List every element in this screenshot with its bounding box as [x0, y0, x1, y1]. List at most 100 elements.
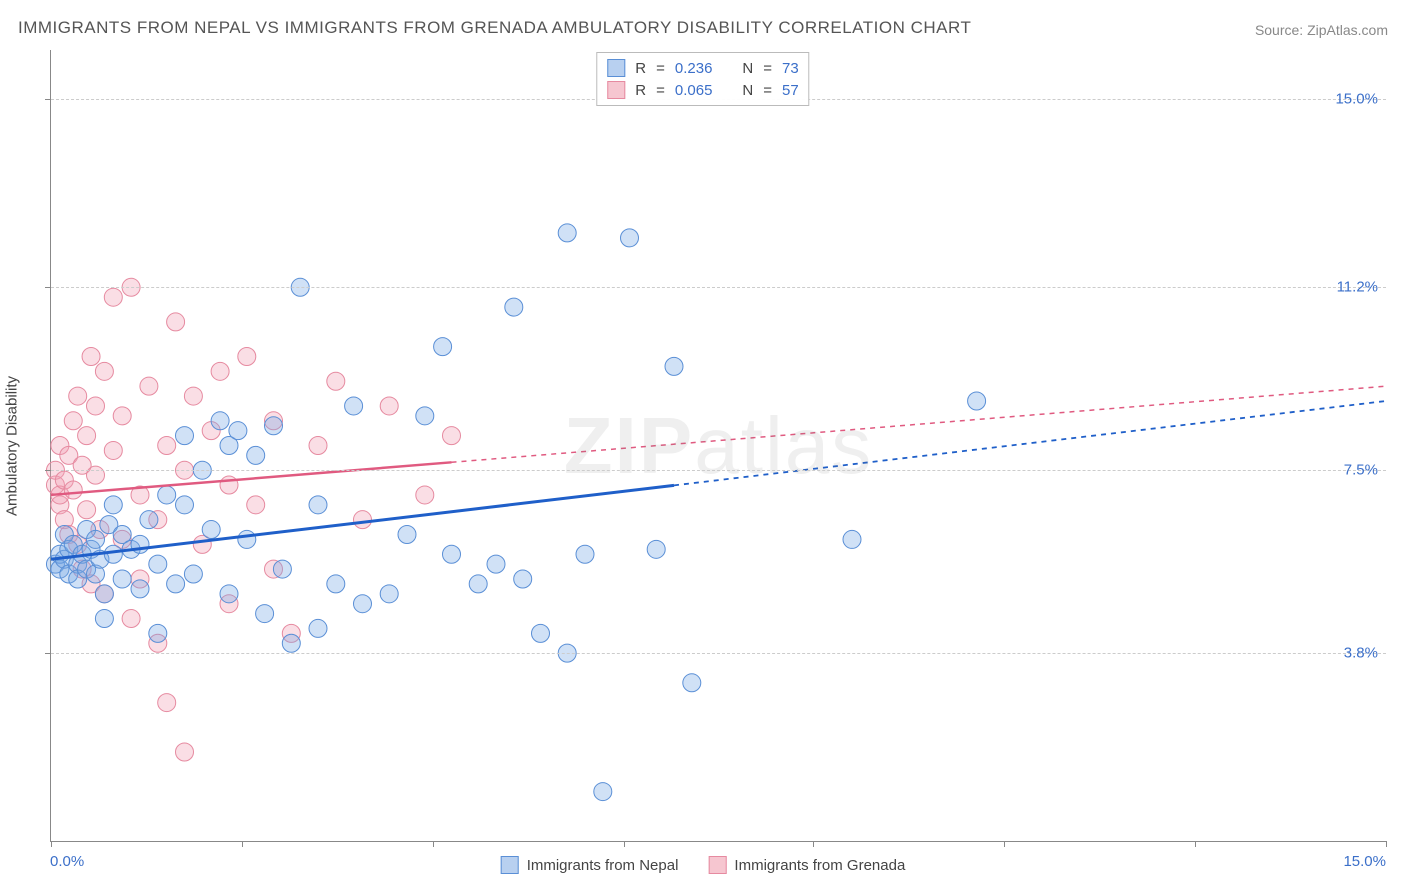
scatter-point: [158, 694, 176, 712]
scatter-point: [238, 348, 256, 366]
scatter-point: [532, 624, 550, 642]
trend-line-dashed: [452, 386, 1387, 462]
scatter-point: [78, 427, 96, 445]
scatter-point: [140, 377, 158, 395]
scatter-point: [576, 545, 594, 563]
scatter-point: [398, 525, 416, 543]
scatter-point: [487, 555, 505, 573]
scatter-point: [202, 521, 220, 539]
scatter-point: [229, 422, 247, 440]
scatter-point: [309, 437, 327, 455]
swatch-grenada-icon: [708, 856, 726, 874]
scatter-point: [131, 580, 149, 598]
chart-container: IMMIGRANTS FROM NEPAL VS IMMIGRANTS FROM…: [0, 0, 1406, 892]
legend-label-grenada: Immigrants from Grenada: [734, 857, 905, 874]
scatter-point: [416, 486, 434, 504]
scatter-point: [104, 441, 122, 459]
legend-row-nepal: R = 0.236 N = 73: [607, 57, 798, 79]
scatter-point: [514, 570, 532, 588]
scatter-point: [64, 412, 82, 430]
scatter-point: [843, 530, 861, 548]
scatter-point: [327, 372, 345, 390]
scatter-point: [505, 298, 523, 316]
scatter-point: [184, 565, 202, 583]
y-axis-label: Ambulatory Disability: [4, 376, 21, 516]
swatch-grenada-icon: [607, 81, 625, 99]
scatter-point: [64, 481, 82, 499]
scatter-point: [104, 545, 122, 563]
y-tick-label: 7.5%: [1344, 462, 1378, 479]
scatter-point: [104, 288, 122, 306]
scatter-point: [621, 229, 639, 247]
scatter-point: [247, 446, 265, 464]
swatch-nepal-icon: [501, 856, 519, 874]
scatter-point: [69, 387, 87, 405]
swatch-nepal-icon: [607, 59, 625, 77]
scatter-point: [968, 392, 986, 410]
legend-item-grenada: Immigrants from Grenada: [708, 856, 905, 874]
correlation-legend: R = 0.236 N = 73 R = 0.065 N = 57: [596, 52, 809, 106]
scatter-point: [87, 530, 105, 548]
scatter-point: [149, 624, 167, 642]
scatter-point: [354, 595, 372, 613]
scatter-point: [594, 783, 612, 801]
scatter-point: [176, 496, 194, 514]
scatter-point: [95, 362, 113, 380]
scatter-point: [416, 407, 434, 425]
scatter-point: [443, 545, 461, 563]
scatter-point: [122, 610, 140, 628]
scatter-point: [211, 362, 229, 380]
scatter-point: [265, 417, 283, 435]
series-legend: Immigrants from Nepal Immigrants from Gr…: [501, 856, 906, 874]
scatter-point: [665, 357, 683, 375]
scatter-point: [558, 224, 576, 242]
scatter-point: [282, 634, 300, 652]
scatter-point: [683, 674, 701, 692]
chart-title: IMMIGRANTS FROM NEPAL VS IMMIGRANTS FROM…: [18, 18, 971, 38]
scatter-point: [104, 496, 122, 514]
scatter-point: [238, 530, 256, 548]
scatter-point: [380, 585, 398, 603]
scatter-point: [469, 575, 487, 593]
scatter-point: [327, 575, 345, 593]
trend-line-dashed: [674, 401, 1386, 485]
scatter-point: [211, 412, 229, 430]
scatter-point: [95, 610, 113, 628]
scatter-point: [82, 348, 100, 366]
scatter-point: [113, 407, 131, 425]
scatter-point: [113, 570, 131, 588]
plot-area: ZIPatlas 3.8%7.5%11.2%15.0%: [50, 50, 1386, 842]
trend-line-solid: [51, 462, 452, 495]
legend-item-nepal: Immigrants from Nepal: [501, 856, 679, 874]
scatter-point: [309, 496, 327, 514]
scatter-point: [247, 496, 265, 514]
scatter-point: [87, 466, 105, 484]
y-tick-label: 15.0%: [1335, 91, 1378, 108]
scatter-point: [184, 387, 202, 405]
scatter-point: [176, 743, 194, 761]
plot-svg: [51, 50, 1386, 841]
scatter-point: [87, 397, 105, 415]
scatter-point: [380, 397, 398, 415]
scatter-point: [95, 585, 113, 603]
scatter-point: [78, 501, 96, 519]
scatter-point: [443, 427, 461, 445]
scatter-point: [256, 605, 274, 623]
legend-row-grenada: R = 0.065 N = 57: [607, 79, 798, 101]
scatter-point: [158, 437, 176, 455]
x-axis-max-label: 15.0%: [1343, 853, 1386, 870]
scatter-point: [273, 560, 291, 578]
x-axis-min-label: 0.0%: [50, 853, 84, 870]
scatter-point: [176, 427, 194, 445]
scatter-point: [647, 540, 665, 558]
scatter-point: [434, 338, 452, 356]
scatter-point: [149, 555, 167, 573]
scatter-point: [345, 397, 363, 415]
scatter-point: [220, 585, 238, 603]
legend-label-nepal: Immigrants from Nepal: [527, 857, 679, 874]
source-label: Source: ZipAtlas.com: [1255, 22, 1388, 38]
scatter-point: [354, 511, 372, 529]
y-tick-label: 11.2%: [1337, 279, 1378, 296]
scatter-point: [309, 619, 327, 637]
scatter-point: [167, 575, 185, 593]
